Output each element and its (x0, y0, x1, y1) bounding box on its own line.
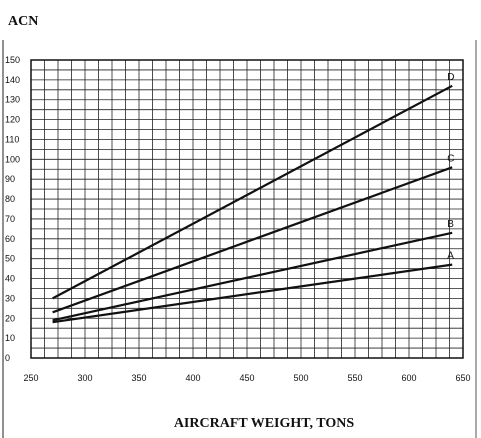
y-tick-label: 80 (5, 194, 15, 204)
y-tick-label: 130 (5, 95, 20, 105)
grid (30, 59, 464, 359)
x-tick-label: 350 (131, 373, 146, 383)
y-tick-label: 60 (5, 234, 15, 244)
y-tick-label: 40 (5, 274, 15, 284)
y-tick-label: 140 (5, 75, 20, 85)
x-axis-title: AIRCRAFT WEIGHT, TONS (174, 416, 355, 431)
x-tick-label: 650 (455, 373, 470, 383)
plot-frame (30, 59, 464, 359)
series-line-b (52, 231, 453, 322)
y-tick-label: 70 (5, 214, 15, 224)
y-tick-label: 30 (5, 293, 15, 303)
series-label-a: A (447, 251, 454, 262)
y-tick-label: 20 (5, 313, 15, 323)
x-tick-label: 250 (23, 373, 38, 383)
x-tick-label: 450 (239, 373, 254, 383)
series-labels: A B C D (447, 72, 454, 262)
series-label-b: B (447, 219, 454, 230)
x-tick-label: 400 (185, 373, 200, 383)
x-tick-label: 550 (347, 373, 362, 383)
y-tick-labels: 0 10 20 30 40 50 60 70 80 90 100 110 120 130 140 150 (5, 55, 20, 363)
x-tick-label: 500 (293, 373, 308, 383)
x-tick-label: 600 (401, 373, 416, 383)
y-tick-label: 0 (5, 353, 10, 363)
y-tick-label: 120 (5, 115, 20, 125)
y-tick-label: 150 (5, 55, 20, 65)
y-tick-label: 50 (5, 254, 15, 264)
y-tick-label: 110 (5, 134, 19, 144)
series-lines (52, 84, 453, 324)
y-tick-label: 10 (5, 333, 15, 343)
series-line-d (52, 84, 453, 300)
series-line-c (52, 166, 453, 314)
series-line-a (52, 263, 453, 324)
series-label-c: C (447, 153, 454, 164)
x-tick-label: 300 (77, 373, 92, 383)
x-tick-labels: 250 300 350 400 450 500 550 600 650 (23, 373, 470, 383)
y-tick-label: 100 (5, 154, 20, 164)
series-label-d: D (447, 72, 454, 83)
y-tick-label: 90 (5, 174, 15, 184)
y-axis-title: ACN (8, 14, 38, 29)
